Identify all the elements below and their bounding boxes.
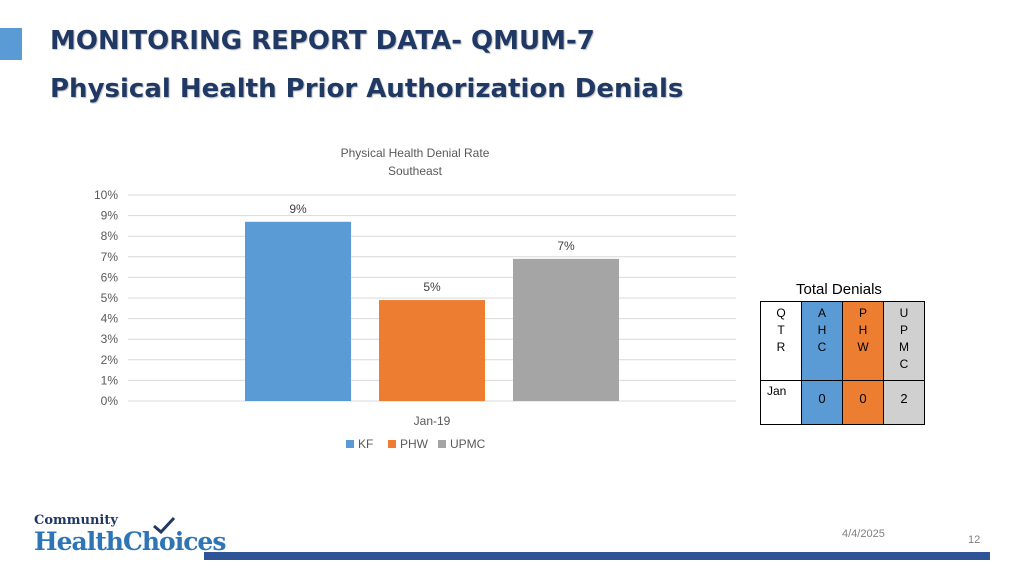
legend-swatch — [438, 440, 446, 448]
phw-value: 0 — [842, 380, 884, 425]
legend-label: PHW — [400, 437, 429, 451]
y-tick-label: 2% — [101, 353, 119, 367]
chart-title: Physical Health Denial Rate — [341, 146, 490, 160]
y-tick-label: 9% — [101, 209, 119, 223]
y-tick-label: 4% — [101, 312, 119, 326]
header-letter: T — [777, 323, 785, 337]
header-upmc: U P M C — [883, 301, 925, 381]
y-tick-label: 3% — [101, 332, 119, 346]
header-letter: H — [858, 323, 868, 337]
data-label: 7% — [557, 239, 575, 253]
y-tick-label: 8% — [101, 229, 119, 243]
bar-upmc — [513, 258, 619, 401]
header-letter: C — [899, 357, 909, 371]
table-header-row: Q T R A H C P H W U P M C — [760, 301, 925, 381]
y-tick-label: 6% — [101, 270, 119, 284]
checkmark-icon — [153, 516, 176, 534]
header-letter: H — [817, 323, 827, 337]
logo-top-text: Community — [34, 513, 118, 528]
header-letter: C — [817, 340, 827, 354]
row-label-jan: Jan — [760, 380, 802, 425]
logo-main-text: HealthChoices — [34, 527, 226, 556]
data-label: 5% — [423, 280, 441, 294]
page-subtitle: Physical Health Prior Authorization Deni… — [50, 74, 684, 104]
header-letter: M — [899, 340, 909, 354]
footer-bar — [204, 552, 990, 560]
header-letter: P — [858, 306, 867, 320]
denial-rate-chart: Physical Health Denial Rate Southeast 0% 1%… — [94, 146, 736, 451]
x-category-label: Jan-19 — [414, 414, 451, 428]
header-ahc: A H C — [801, 301, 843, 381]
community-healthchoices-logo: Community HealthChoices — [34, 513, 226, 557]
page-title: MONITORING REPORT DATA- QMUM-7 — [50, 26, 595, 56]
header-letter: A — [817, 306, 826, 320]
footer-date: 4/4/2025 — [842, 528, 885, 540]
legend-label: UPMC — [450, 437, 486, 451]
table-row: Jan 0 0 2 — [760, 380, 925, 425]
data-label: 9% — [289, 202, 307, 216]
page-number: 12 — [968, 534, 981, 546]
ahc-value: 0 — [801, 380, 843, 425]
legend-label: KF — [358, 437, 373, 451]
chart-subtitle: Southeast — [388, 164, 443, 178]
upmc-value: 2 — [883, 380, 925, 425]
legend-swatch — [346, 440, 354, 448]
total-denials-table: Q T R A H C P H W U P M C Jan 0 0 2 — [760, 301, 925, 425]
y-tick-label: 7% — [101, 250, 119, 264]
legend-swatch — [388, 440, 396, 448]
header-qtr: Q T R — [760, 301, 802, 381]
y-tick-label: 1% — [101, 373, 119, 387]
bar-phw — [379, 300, 485, 401]
header-letter: P — [899, 323, 908, 337]
bar-kf — [245, 221, 351, 401]
header-letter: U — [899, 306, 909, 320]
title-accent-bar — [0, 28, 22, 60]
header-letter: W — [857, 340, 869, 354]
y-tick-label: 10% — [94, 188, 118, 202]
y-tick-label: 0% — [101, 394, 119, 408]
total-denials-title: Total Denials — [796, 281, 882, 298]
header-letter: R — [776, 340, 786, 354]
y-tick-label: 5% — [101, 291, 119, 305]
header-letter: Q — [776, 306, 786, 320]
header-phw: P H W — [842, 301, 884, 381]
